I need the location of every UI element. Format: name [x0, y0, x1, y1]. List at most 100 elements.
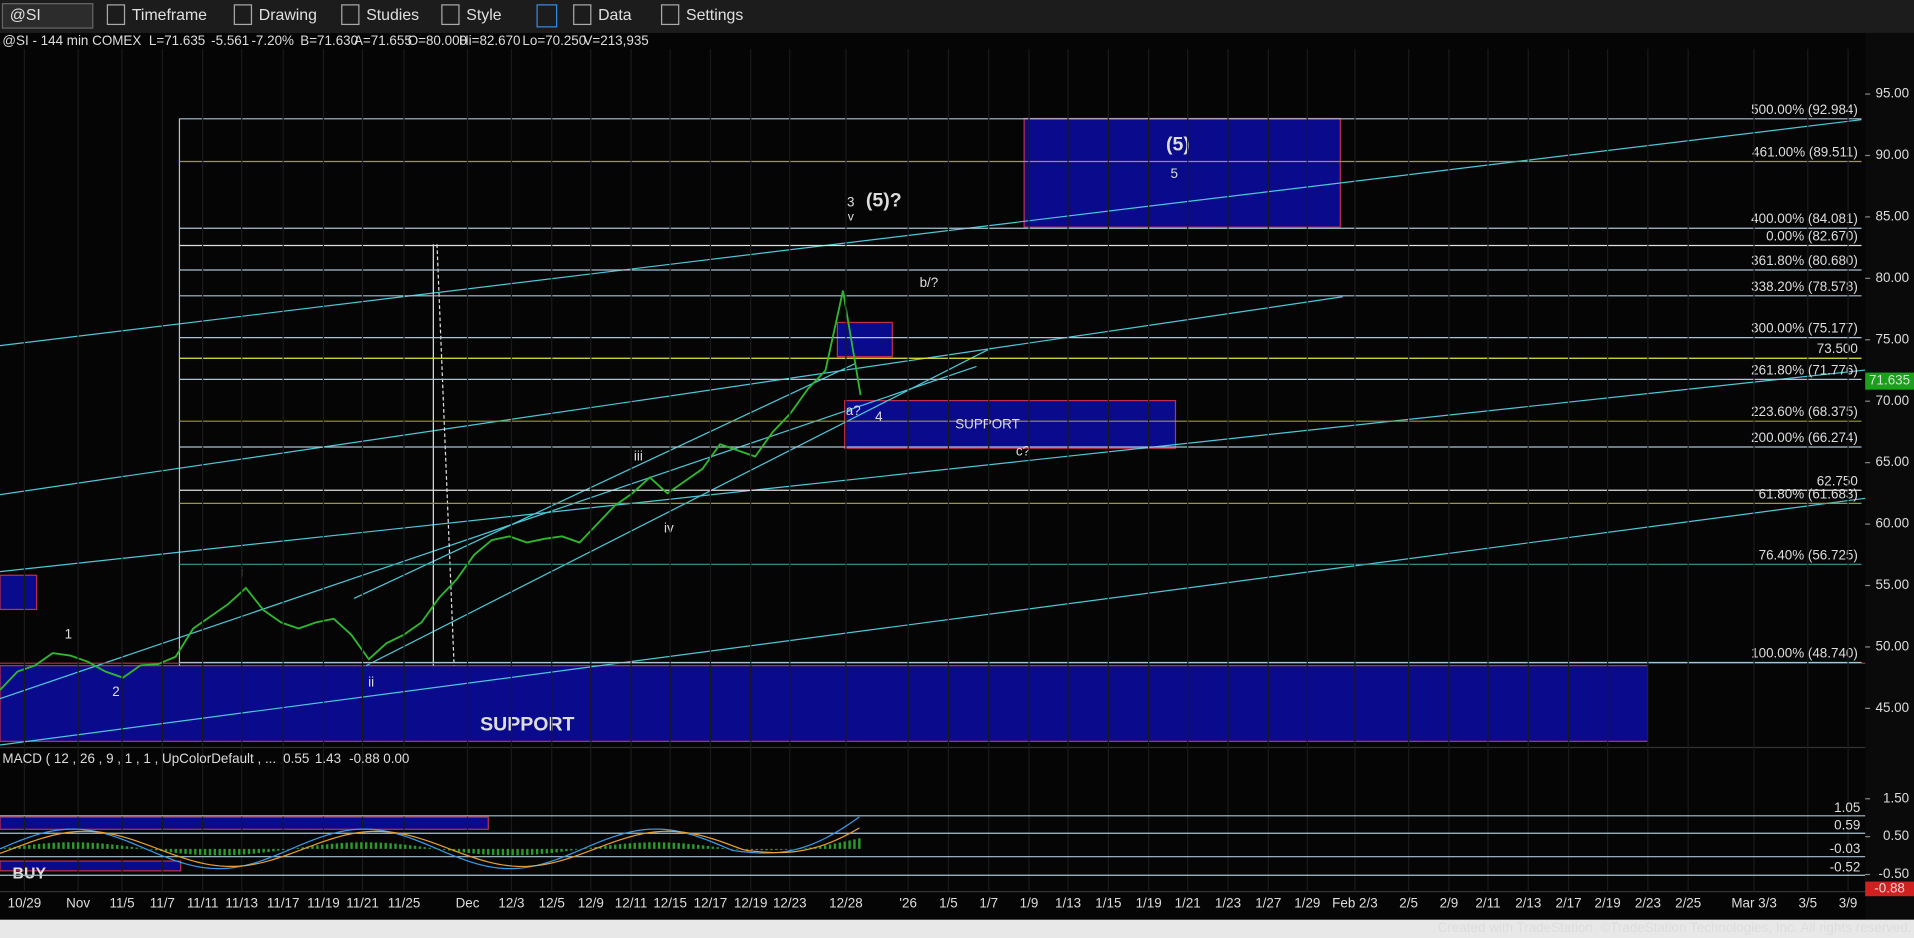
- x-tick-label: 12/9: [578, 895, 604, 910]
- x-tick-label: Dec: [456, 895, 480, 910]
- toolbar-item[interactable]: Settings: [686, 7, 743, 24]
- last-price-label: 71.635: [1869, 373, 1910, 388]
- x-tick-label: 1/29: [1294, 895, 1320, 910]
- trend-line: [0, 119, 1862, 347]
- toolbar-button[interactable]: [660, 4, 680, 26]
- price-line: [0, 290, 862, 691]
- y-tick-label: 85.00: [1876, 208, 1910, 223]
- x-tick-label: Nov: [66, 895, 90, 910]
- x-tick-label: 2/23: [1635, 895, 1661, 910]
- x-tick-label: 1/5: [939, 895, 958, 910]
- macd-line: [0, 816, 860, 870]
- x-tick-label: 3/5: [1798, 895, 1817, 910]
- toolbar-item[interactable]: Data: [598, 7, 632, 24]
- x-tick-label: 10/29: [8, 895, 42, 910]
- x-tick-label: 2/17: [1555, 895, 1581, 910]
- wave-label: SUPPORT: [480, 714, 574, 736]
- x-tick-label: '26: [899, 895, 916, 910]
- x-tick-label: 11/25: [388, 895, 421, 910]
- wave-label: c?: [1016, 443, 1030, 458]
- fib-label: 223.60% (68.375): [1751, 404, 1858, 419]
- fib-label: 338.20% (78.578): [1751, 279, 1858, 294]
- macd-reading: 0.00: [383, 751, 409, 766]
- header-volume: V=213,935: [583, 33, 648, 48]
- trend-line: [353, 363, 855, 600]
- left-box: [0, 574, 38, 611]
- macd-reading: 0.55: [283, 751, 309, 766]
- x-tick-label: 1/9: [1020, 895, 1039, 910]
- header-high: Hi=82.670: [459, 33, 521, 48]
- y-tick-label: 65.00: [1876, 454, 1910, 469]
- trend-line: [0, 369, 1866, 573]
- fib-label: 300.00% (75.177): [1751, 321, 1858, 336]
- symbol-box[interactable]: [1, 3, 94, 29]
- fib-label: 100.00% (48.740): [1751, 645, 1858, 660]
- toolbar-button[interactable]: [573, 4, 592, 26]
- x-tick-label: 1/13: [1055, 895, 1081, 910]
- toolbar-button[interactable]: [233, 4, 253, 26]
- toolbar-item[interactable]: Style: [466, 7, 501, 24]
- wave-label: SUPPORT: [955, 417, 1020, 432]
- trend-line: [0, 497, 1866, 746]
- toolbar-button[interactable]: [106, 4, 126, 26]
- macd-level-label: 1.05: [1834, 800, 1860, 815]
- toolbar-item[interactable]: Drawing: [259, 7, 317, 24]
- x-tick-label: 12/28: [829, 895, 863, 910]
- x-tick-label: 1/7: [979, 895, 998, 910]
- y-tick-label: 80.00: [1876, 270, 1910, 285]
- wave-label: BUY: [13, 866, 47, 883]
- fib-label: 500.00% (92.984): [1751, 102, 1858, 117]
- toolbar-button[interactable]: [341, 4, 360, 26]
- y-tick-label: 50.00: [1876, 638, 1910, 653]
- support-box: [844, 399, 1177, 449]
- wave-label: iii: [634, 448, 643, 463]
- x-tick-label: 12/15: [653, 895, 687, 910]
- x-tick-label: 12/17: [694, 895, 728, 910]
- wave-label: (5): [1166, 133, 1190, 155]
- x-tick-label: 11/11: [187, 895, 219, 910]
- x-tick-label: 12/3: [498, 895, 524, 910]
- fib-label: 361.80% (80.680): [1751, 253, 1858, 268]
- macd-tick-label: 0.50: [1883, 828, 1909, 843]
- y-tick-label: 55.00: [1876, 577, 1910, 592]
- wave-label: ii: [368, 674, 374, 689]
- wave-label: b/?: [920, 275, 939, 290]
- x-tick-label: 11/7: [150, 895, 175, 910]
- wave-label: 2: [112, 684, 119, 699]
- toolbar-button[interactable]: [441, 4, 460, 26]
- toolbar-item[interactable]: Studies: [366, 7, 419, 24]
- macd-last-label: -0.88: [1874, 880, 1905, 895]
- x-tick-label: 12/11: [615, 895, 648, 910]
- x-tick-label: 2/25: [1675, 895, 1701, 910]
- macd-box-2: [0, 860, 182, 872]
- y-tick-label: 45.00: [1876, 700, 1910, 715]
- x-tick-label: 12/23: [773, 895, 807, 910]
- x-tick-label: 11/21: [346, 895, 379, 910]
- fib-label: 400.00% (84.081): [1751, 211, 1858, 226]
- symbol-input[interactable]: @SI: [10, 7, 41, 24]
- y-tick-label: 60.00: [1876, 516, 1910, 531]
- macd-reading: 1.43: [315, 751, 341, 766]
- header-open: O=80.000: [408, 33, 467, 48]
- macd-box: [0, 816, 489, 830]
- signal-line: [0, 827, 860, 868]
- x-tick-label: 12/19: [734, 895, 768, 910]
- last-price-tag: [1865, 372, 1914, 390]
- y-tick-label: 95.00: [1876, 86, 1910, 101]
- header-change: -5.561: [211, 33, 249, 48]
- layout-icon[interactable]: [536, 4, 558, 28]
- header-change_pct: -7.20%: [251, 33, 294, 48]
- toolbar-item[interactable]: Timeframe: [132, 7, 207, 24]
- x-tick-label: 2/11: [1475, 895, 1500, 910]
- macd-tick-label: -0.50: [1879, 866, 1910, 881]
- wave-label: a?: [846, 403, 861, 418]
- wave-label: (5)?: [866, 190, 902, 212]
- x-tick-label: 1/21: [1175, 895, 1201, 910]
- header-bid: B=71.630: [300, 33, 358, 48]
- fib-label: 261.80% (71.776): [1751, 362, 1858, 377]
- x-tick-label: 1/27: [1255, 895, 1281, 910]
- x-tick-label: 11/13: [225, 895, 258, 910]
- macd-level-label: 0.59: [1834, 817, 1860, 832]
